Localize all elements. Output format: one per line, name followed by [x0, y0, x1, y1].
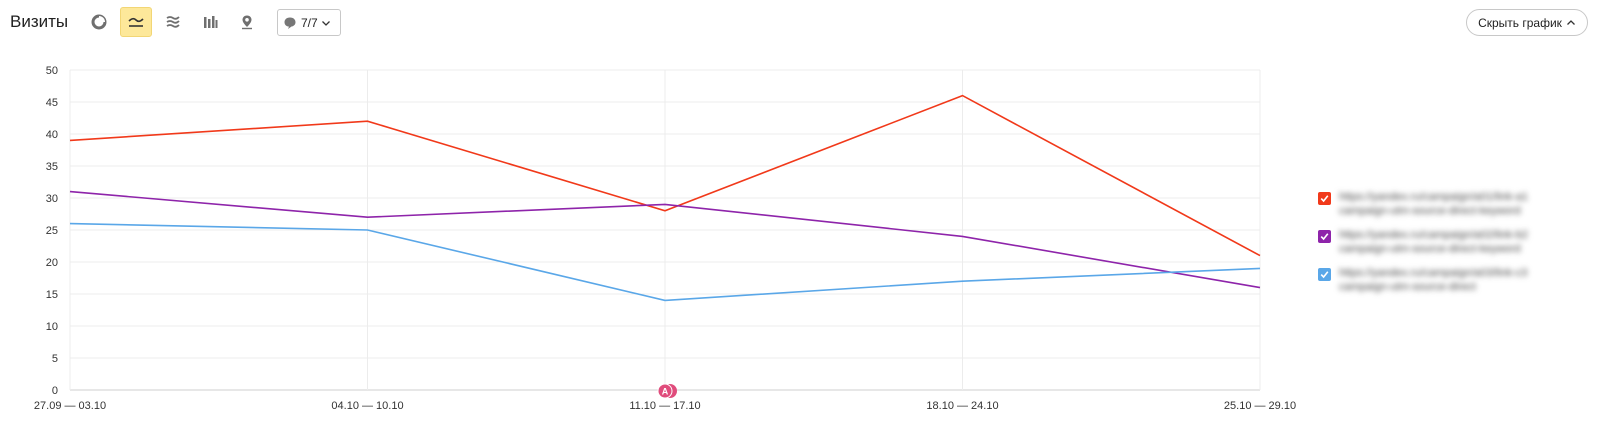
legend-item[interactable]: https://yandex.ru/campaign/a02/link-b2 c…	[1318, 228, 1588, 266]
map-icon	[242, 15, 252, 30]
legend-label: https://yandex.ru/campaign/a03/link-c3 c…	[1339, 267, 1528, 293]
annotations-count: 7/7	[301, 15, 318, 30]
legend-checkbox[interactable]	[1318, 230, 1331, 243]
bar-chart-icon	[204, 16, 218, 28]
legend-item[interactable]: https://yandex.ru/campaign/a03/link-c3 c…	[1318, 266, 1588, 304]
hide-chart-button[interactable]: Скрыть график	[1466, 9, 1588, 36]
check-icon	[1320, 195, 1329, 203]
check-icon	[1320, 233, 1329, 241]
x-tick-label: 27.09 — 03.10	[34, 400, 106, 412]
y-tick-label: 20	[46, 257, 58, 269]
y-tick-label: 45	[46, 97, 58, 109]
x-tick-label: 04.10 — 10.10	[331, 400, 403, 412]
chart-toolbar: Визиты	[0, 0, 1600, 44]
y-tick-label: 35	[46, 161, 58, 173]
y-tick-label: 25	[46, 225, 58, 237]
x-tick-label: 18.10 — 24.10	[926, 400, 998, 412]
y-tick-label: 10	[46, 321, 58, 333]
legend-checkbox[interactable]	[1318, 192, 1331, 205]
y-tick-label: 5	[52, 353, 58, 365]
line-chart-button[interactable]	[120, 7, 152, 37]
pie-chart-icon	[91, 14, 107, 30]
annotation-marker-label: A	[662, 387, 669, 397]
pie-chart-button[interactable]	[83, 7, 115, 37]
legend-label: https://yandex.ru/campaign/a01/link-a1 c…	[1339, 191, 1528, 217]
chevron-down-icon	[321, 20, 330, 26]
y-tick-label: 0	[52, 385, 58, 397]
chevron-up-icon	[1566, 19, 1575, 25]
y-tick-label: 30	[46, 193, 58, 205]
check-icon	[1320, 271, 1329, 279]
y-tick-label: 40	[46, 129, 58, 141]
legend-checkbox[interactable]	[1318, 268, 1331, 281]
annotation-marker	[657, 383, 673, 399]
bar-chart-button[interactable]	[194, 7, 226, 37]
legend-label: https://yandex.ru/campaign/a02/link-b2 c…	[1339, 229, 1528, 255]
y-tick-label: 15	[46, 289, 58, 301]
series-line	[69, 190, 1261, 289]
chart-legend: https://yandex.ru/campaign/a01/link-a1 c…	[1318, 190, 1588, 304]
area-chart-button[interactable]	[157, 7, 189, 37]
x-tick-label: 25.10 — 29.10	[1224, 400, 1296, 412]
series-line	[69, 222, 1261, 302]
comment-icon	[284, 17, 296, 29]
map-button[interactable]	[231, 7, 263, 37]
legend-item[interactable]: https://yandex.ru/campaign/a01/link-a1 c…	[1318, 190, 1588, 228]
annotations-select[interactable]: 7/7	[277, 9, 341, 36]
line-chart-icon	[128, 17, 144, 27]
x-tick-label: 11.10 — 17.10	[629, 400, 700, 412]
page-title: Визиты	[10, 12, 69, 31]
area-chart-icon	[166, 16, 180, 28]
hide-chart-label: Скрыть график	[1478, 15, 1562, 30]
y-tick-label: 50	[46, 65, 58, 77]
series-line	[69, 94, 1261, 257]
